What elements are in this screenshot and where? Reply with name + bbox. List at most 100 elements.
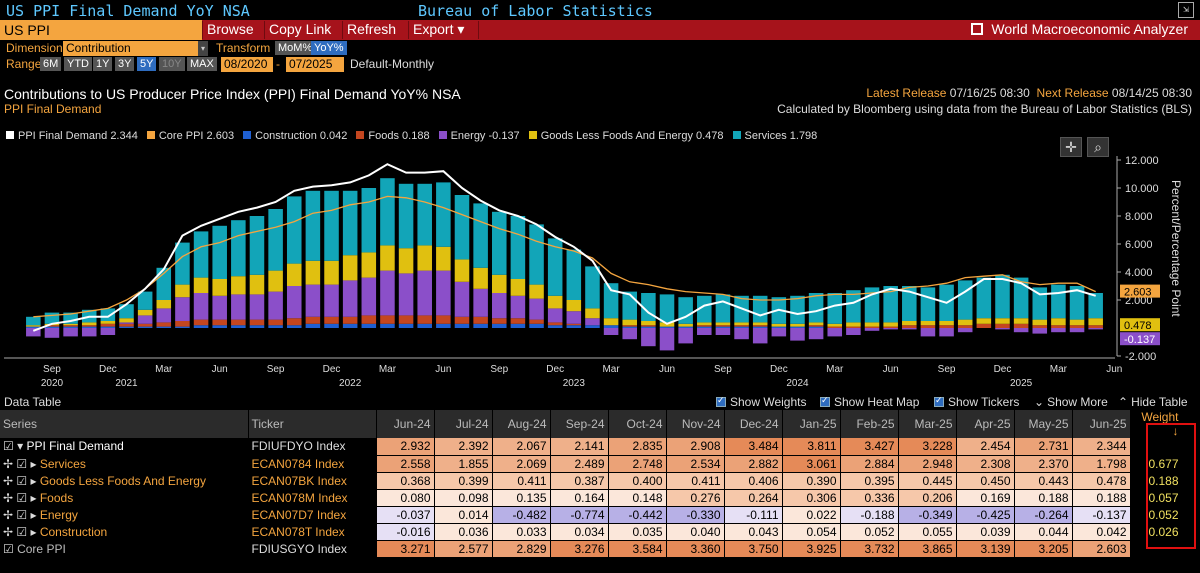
- ticker-cell[interactable]: ECAN07BK Index: [248, 472, 377, 490]
- range-6m[interactable]: 6M: [40, 57, 62, 71]
- range-1y[interactable]: 1Y: [93, 57, 113, 71]
- bar-segment: [510, 279, 526, 296]
- legend-item[interactable]: PPI Final Demand 2.344: [6, 130, 138, 142]
- table-row[interactable]: ✢ ☑ ▸ Construction ECAN078T Index -0.016 0.…: [0, 523, 1183, 541]
- range-5y[interactable]: 5Y: [137, 57, 157, 71]
- bar-segment: [156, 326, 172, 328]
- ticker-cell[interactable]: ECAN078T Index: [248, 523, 377, 541]
- legend-item[interactable]: Services 1.798: [732, 130, 817, 142]
- show-more-toggle[interactable]: ⌄ Show More: [1034, 395, 1108, 409]
- date-from-input[interactable]: 08/2020: [221, 57, 273, 72]
- browse-button[interactable]: Browse: [202, 21, 258, 39]
- expand-icon[interactable]: ✢ ☑ ▸: [3, 507, 40, 522]
- show-heat-map-toggle[interactable]: Show Heat Map: [820, 395, 919, 409]
- bar-segment: [752, 325, 768, 327]
- table-row[interactable]: ☑ ▾ PPI Final Demand FDIUFDYO Index 2.932 2…: [0, 438, 1183, 456]
- zoom-icon[interactable]: ⌕: [1087, 137, 1109, 157]
- column-header[interactable]: Jun-24: [376, 410, 435, 438]
- show-tickers-toggle[interactable]: Show Tickers: [934, 395, 1019, 409]
- column-header[interactable]: Apr-25: [956, 410, 1015, 438]
- table-row[interactable]: ✢ ☑ ▸ Goods Less Foods And Energy ECAN07B…: [0, 472, 1183, 490]
- series-cell: ☑ ▾ PPI Final Demand: [0, 438, 249, 456]
- expand-icon[interactable]: ✢ ☑ ▸: [3, 490, 40, 505]
- date-to-input[interactable]: 07/2025: [286, 57, 344, 72]
- bar-segment: [734, 325, 749, 327]
- range-ytd[interactable]: YTD: [64, 57, 92, 71]
- bar-segment: [100, 321, 116, 324]
- expand-icon[interactable]: ✢ ☑ ▸: [3, 456, 40, 471]
- value-cell: 0.276: [666, 489, 725, 507]
- bar-segment: [193, 319, 209, 326]
- show-weights-toggle[interactable]: Show Weights: [716, 395, 806, 409]
- export-button[interactable]: Export ▾: [408, 21, 468, 39]
- bar-segment: [193, 231, 209, 278]
- column-header[interactable]: Jun-25: [1072, 410, 1131, 438]
- bar-segment: [473, 316, 488, 324]
- value-cell: 3.811: [782, 438, 841, 456]
- column-header[interactable]: Mar-25: [898, 410, 957, 438]
- column-header[interactable]: Dec-24: [724, 410, 783, 438]
- copy-link-button[interactable]: Copy Link: [264, 21, 335, 39]
- legend-item[interactable]: Core PPI 2.603: [146, 130, 234, 142]
- range-10y[interactable]: 10Y: [159, 57, 185, 71]
- transform-mom[interactable]: MoM%: [275, 41, 316, 55]
- popout-icon[interactable]: ⇲: [1178, 2, 1194, 18]
- ticker-cell[interactable]: ECAN0784 Index: [248, 455, 377, 473]
- bar-segment: [1069, 319, 1085, 326]
- range-3y[interactable]: 3Y: [115, 57, 135, 71]
- value-cell: 0.164: [550, 489, 609, 507]
- bar-segment: [137, 291, 153, 310]
- column-header[interactable]: Oct-24: [608, 410, 667, 438]
- column-header[interactable]: Ticker: [248, 410, 377, 438]
- value-label: -0.137: [1120, 332, 1160, 346]
- column-header[interactable]: Sep-24: [550, 410, 609, 438]
- column-header[interactable]: Series: [0, 410, 249, 438]
- legend-item[interactable]: Foods 0.188: [356, 130, 430, 142]
- value-cell: 0.044: [1014, 523, 1073, 541]
- column-header[interactable]: Nov-24: [666, 410, 725, 438]
- range-max[interactable]: MAX: [187, 57, 217, 71]
- table-row[interactable]: ☑ Core PPI FDIUSGYO Index 3.271 2.577 2.829 3…: [0, 540, 1183, 558]
- weight-cell: 0.677: [1130, 455, 1183, 473]
- legend-item[interactable]: Goods Less Foods And Energy 0.478: [528, 130, 724, 142]
- x-tick-label: Jun: [883, 364, 899, 375]
- ticker-cell[interactable]: ECAN07D7 Index: [248, 506, 377, 524]
- value-cell: 0.022: [782, 506, 841, 524]
- bar-segment: [510, 318, 526, 324]
- column-header[interactable]: Jul-24: [434, 410, 493, 438]
- column-header[interactable]: Jan-25: [782, 410, 841, 438]
- bar-segment: [678, 297, 693, 324]
- transform-yoy[interactable]: YoY%: [311, 41, 347, 55]
- chevron-down-icon[interactable]: ▾: [198, 41, 208, 56]
- legend-item[interactable]: Energy -0.137: [438, 130, 520, 142]
- series-name: Services: [39, 456, 86, 471]
- bar-segment: [641, 325, 656, 327]
- value-cell: -0.442: [608, 506, 667, 524]
- ticker-cell[interactable]: ECAN078M Index: [248, 489, 377, 507]
- world-macro-analyzer-link[interactable]: World Macroeconomic Analyzer: [971, 21, 1188, 37]
- crosshair-icon[interactable]: ✛: [1060, 137, 1082, 157]
- bar-segment: [957, 280, 973, 320]
- security-field[interactable]: US PPI: [0, 20, 202, 40]
- expand-icon[interactable]: ✢ ☑ ▸: [3, 473, 40, 488]
- column-header[interactable]: May-25: [1014, 410, 1073, 438]
- bar-segment: [697, 322, 712, 326]
- column-header[interactable]: Weight ↓: [1130, 410, 1183, 438]
- table-row[interactable]: ✢ ☑ ▸ Energy ECAN07D7 Index -0.037 0.014 -0.…: [0, 506, 1183, 524]
- collapse-icon[interactable]: ☑ ▾: [3, 439, 27, 454]
- table-row[interactable]: ✢ ☑ ▸ Foods ECAN078M Index 0.080 0.098 0.135…: [0, 489, 1183, 507]
- refresh-button[interactable]: Refresh: [342, 21, 400, 39]
- column-header[interactable]: Feb-25: [840, 410, 899, 438]
- hide-table-toggle[interactable]: ⌃ Hide Table: [1118, 395, 1188, 409]
- ticker-cell[interactable]: FDIUSGYO Index: [248, 540, 377, 558]
- column-header[interactable]: Aug-24: [492, 410, 551, 438]
- bar-segment: [920, 287, 936, 321]
- ticker-cell[interactable]: FDIUFDYO Index: [248, 438, 377, 456]
- bar-segment: [808, 293, 824, 323]
- dimension-select[interactable]: Contribution: [63, 41, 198, 56]
- collapse-icon[interactable]: ☑: [3, 541, 18, 556]
- table-row[interactable]: ✢ ☑ ▸ Services ECAN0784 Index 2.558 1.855 2.…: [0, 455, 1183, 473]
- legend-item[interactable]: Construction 0.042: [243, 130, 347, 142]
- expand-icon[interactable]: ✢ ☑ ▸: [3, 524, 40, 539]
- value-cell: -0.482: [492, 506, 551, 524]
